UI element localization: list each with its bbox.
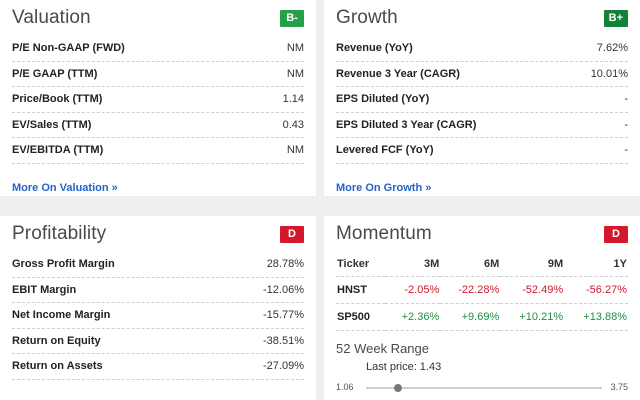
valuation-grade-badge: B- bbox=[280, 9, 304, 27]
table-row: SP500 +2.36% +9.69% +10.21% +13.88% bbox=[336, 303, 628, 331]
row-value: NM bbox=[286, 42, 304, 55]
row-label: Gross Profit Margin bbox=[12, 258, 115, 271]
week-range-bar: 1.06 3.75 bbox=[336, 379, 628, 395]
momentum-header-row: Ticker 3M 6M 9M 1Y bbox=[336, 252, 628, 277]
table-row: Revenue 3 Year (CAGR) 10.01% bbox=[336, 62, 628, 87]
profitability-title: Profitability bbox=[12, 223, 107, 244]
row-value: NM bbox=[286, 144, 304, 157]
momentum-cell: +9.69% bbox=[440, 303, 501, 331]
growth-header: Growth B+ bbox=[336, 0, 628, 36]
momentum-cell: -22.28% bbox=[440, 276, 501, 304]
row-value: 7.62% bbox=[596, 42, 628, 55]
row-label: Return on Equity bbox=[12, 334, 101, 347]
row-label: P/E GAAP (TTM) bbox=[12, 67, 98, 80]
row-value: NM bbox=[286, 67, 304, 80]
row-value: 10.01% bbox=[590, 67, 628, 80]
valuation-header: Valuation B- bbox=[12, 0, 304, 36]
row-label: EV/EBITDA (TTM) bbox=[12, 144, 104, 157]
table-row: Revenue (YoY) 7.62% bbox=[336, 36, 628, 62]
more-on-valuation-link[interactable]: More On Valuation » bbox=[12, 181, 118, 194]
momentum-card: Momentum D Ticker 3M 6M 9M 1Y HNST -2.05… bbox=[324, 216, 640, 400]
row-value: - bbox=[624, 144, 628, 157]
table-row: EBIT Margin -12.06% bbox=[12, 278, 304, 303]
table-row: Net Income Margin -15.77% bbox=[12, 303, 304, 329]
row-value: 0.43 bbox=[282, 118, 304, 131]
table-row: EPS Diluted (YoY) - bbox=[336, 87, 628, 113]
momentum-cell: +10.21% bbox=[500, 303, 565, 331]
column-header: 6M bbox=[440, 252, 501, 277]
row-label: EPS Diluted 3 Year (CAGR) bbox=[336, 118, 477, 131]
column-header: 9M bbox=[500, 252, 565, 277]
row-value: -15.77% bbox=[263, 309, 304, 322]
row-label: P/E Non-GAAP (FWD) bbox=[12, 42, 125, 55]
row-value: -27.09% bbox=[263, 360, 304, 373]
column-header: 3M bbox=[384, 252, 441, 277]
last-price-label: Last price: 1.43 bbox=[366, 361, 442, 373]
table-row: Return on Assets -27.09% bbox=[12, 354, 304, 380]
growth-title: Growth bbox=[336, 7, 398, 28]
range-low-value: 1.06 bbox=[336, 382, 354, 392]
table-row: EPS Diluted 3 Year (CAGR) - bbox=[336, 113, 628, 138]
column-header: 1Y bbox=[564, 252, 628, 277]
table-row: EV/EBITDA (TTM) NM bbox=[12, 138, 304, 164]
row-value: -38.51% bbox=[263, 334, 304, 347]
more-on-growth-link[interactable]: More On Growth » bbox=[336, 181, 432, 194]
profitability-header: Profitability D bbox=[12, 216, 304, 252]
momentum-cell: -2.05% bbox=[384, 276, 441, 304]
row-label: Price/Book (TTM) bbox=[12, 93, 103, 106]
profitability-grade-badge: D bbox=[280, 225, 304, 243]
table-row: Gross Profit Margin 28.78% bbox=[12, 252, 304, 278]
valuation-card: Valuation B- P/E Non-GAAP (FWD) NM P/E GA… bbox=[0, 0, 316, 196]
momentum-header: Momentum D bbox=[336, 216, 628, 252]
ticker-cell: HNST bbox=[336, 276, 385, 304]
column-header: Ticker bbox=[336, 252, 385, 277]
row-value: - bbox=[624, 93, 628, 106]
row-value: 28.78% bbox=[266, 258, 304, 271]
table-row: EV/Sales (TTM) 0.43 bbox=[12, 113, 304, 138]
row-label: Return on Assets bbox=[12, 360, 103, 373]
row-label: Net Income Margin bbox=[12, 309, 111, 322]
row-label: Revenue (YoY) bbox=[336, 42, 413, 55]
momentum-cell: -56.27% bbox=[564, 276, 628, 304]
momentum-table: Ticker 3M 6M 9M 1Y HNST -2.05% -22.28% -… bbox=[336, 252, 628, 331]
momentum-cell: -52.49% bbox=[500, 276, 565, 304]
momentum-title: Momentum bbox=[336, 223, 432, 244]
table-row: P/E GAAP (TTM) NM bbox=[12, 62, 304, 87]
row-label: Levered FCF (YoY) bbox=[336, 144, 434, 157]
momentum-grade-badge: D bbox=[604, 225, 628, 243]
table-row: Return on Equity -38.51% bbox=[12, 329, 304, 354]
table-row: Price/Book (TTM) 1.14 bbox=[12, 87, 304, 113]
profitability-card: Profitability D Gross Profit Margin 28.78… bbox=[0, 216, 316, 400]
table-row: P/E Non-GAAP (FWD) NM bbox=[12, 36, 304, 62]
range-high-value: 3.75 bbox=[610, 382, 628, 392]
row-value: - bbox=[624, 118, 628, 131]
valuation-title: Valuation bbox=[12, 7, 91, 28]
row-value: 1.14 bbox=[282, 93, 304, 106]
range-track bbox=[366, 384, 602, 392]
row-label: Revenue 3 Year (CAGR) bbox=[336, 67, 460, 80]
row-value: -12.06% bbox=[263, 283, 304, 296]
growth-card: Growth B+ Revenue (YoY) 7.62% Revenue 3 Y… bbox=[324, 0, 640, 196]
valuation-rows: P/E Non-GAAP (FWD) NM P/E GAAP (TTM) NM Pr… bbox=[12, 36, 304, 164]
growth-grade-badge: B+ bbox=[603, 9, 628, 27]
week-range-title: 52 Week Range bbox=[336, 341, 429, 356]
range-marker-dot bbox=[394, 384, 403, 392]
row-label: EPS Diluted (YoY) bbox=[336, 93, 430, 106]
table-row: HNST -2.05% -22.28% -52.49% -56.27% bbox=[336, 276, 628, 304]
ticker-cell: SP500 bbox=[336, 303, 385, 331]
row-label: EV/Sales (TTM) bbox=[12, 118, 92, 131]
momentum-cell: +2.36% bbox=[384, 303, 441, 331]
momentum-cell: +13.88% bbox=[564, 303, 628, 331]
profitability-rows: Gross Profit Margin 28.78% EBIT Margin -12… bbox=[12, 252, 304, 380]
table-row: Levered FCF (YoY) - bbox=[336, 138, 628, 164]
growth-rows: Revenue (YoY) 7.62% Revenue 3 Year (CAGR)… bbox=[336, 36, 628, 164]
row-label: EBIT Margin bbox=[12, 283, 77, 296]
